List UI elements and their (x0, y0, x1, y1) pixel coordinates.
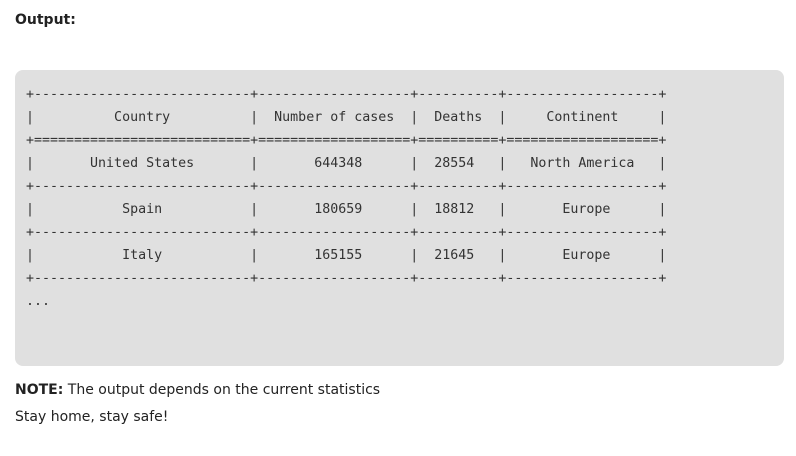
console-output-block: +---------------------------+-----------… (15, 70, 784, 366)
table-header-separator: +===========================+===========… (26, 133, 667, 148)
note-label: NOTE: (15, 382, 64, 398)
table-border-line: +---------------------------+-----------… (26, 87, 667, 102)
table-border-line: +---------------------------+-----------… (26, 225, 667, 240)
table-row: | Italy | 165155 | 21645 | Europe | (26, 248, 667, 263)
note-text: The output depends on the current statis… (63, 382, 381, 398)
closing-text: Stay home, stay safe! (15, 409, 169, 425)
console-output-text: +---------------------------+-----------… (26, 83, 666, 313)
output-heading: Output: (15, 12, 76, 28)
ellipsis-line: ... (26, 294, 51, 309)
note-paragraph: NOTE: The output depends on the current … (15, 380, 380, 400)
table-row: | United States | 644348 | 28554 | North… (26, 156, 667, 171)
table-row: | Spain | 180659 | 18812 | Europe | (26, 202, 667, 217)
table-border-line: +---------------------------+-----------… (26, 179, 667, 194)
table-header-row: | Country | Number of cases | Deaths | C… (26, 110, 667, 125)
table-border-line: +---------------------------+-----------… (26, 271, 667, 286)
